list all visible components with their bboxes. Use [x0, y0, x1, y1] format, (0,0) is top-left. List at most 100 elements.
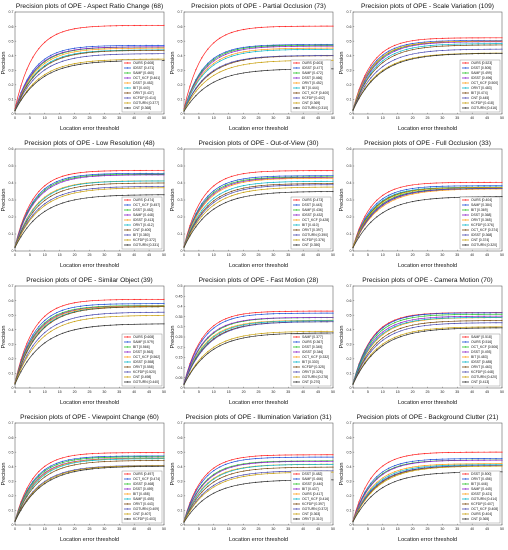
- legend-entry: GOTURN [0.278]: [302, 375, 328, 379]
- x-tick-label: 30: [271, 390, 275, 394]
- series-point: [68, 64, 70, 66]
- series-point: [296, 184, 298, 186]
- series-point: [32, 220, 34, 222]
- series-point: [296, 332, 298, 335]
- legend-entry: IDSST [0.468]: [133, 482, 154, 486]
- series-point: [471, 451, 473, 453]
- series-point: [501, 451, 503, 453]
- series-point: [272, 185, 274, 187]
- series-line: [183, 319, 334, 385]
- series-point: [429, 464, 432, 466]
- series-point: [157, 58, 159, 60]
- series-point: [225, 63, 227, 65]
- series-point: [219, 200, 221, 202]
- series-point: [127, 323, 129, 326]
- series-point: [441, 41, 443, 43]
- series-point: [447, 451, 449, 454]
- series-point: [477, 40, 479, 42]
- series-point: [213, 197, 215, 199]
- series-point: [489, 457, 491, 460]
- series-point: [352, 521, 354, 523]
- series-point: [441, 182, 443, 184]
- series-point: [296, 25, 298, 27]
- series-point: [97, 47, 100, 49]
- series-line: [183, 170, 333, 247]
- series-point: [406, 322, 408, 324]
- series-point: [85, 175, 88, 177]
- series-point: [376, 59, 378, 62]
- legend-entry: CNT [0.413]: [471, 380, 489, 384]
- series-point: [320, 316, 322, 319]
- series-point: [50, 70, 52, 72]
- series-point: [62, 31, 64, 33]
- series-point: [400, 471, 402, 474]
- series-point: [394, 50, 396, 52]
- series-point: [151, 44, 153, 46]
- series-point: [382, 327, 384, 329]
- series-point: [388, 483, 390, 485]
- series-point: [56, 52, 58, 54]
- series-point: [394, 197, 396, 200]
- series-point: [26, 494, 28, 496]
- series-point: [50, 199, 52, 201]
- series-point: [97, 61, 100, 63]
- series-point: [326, 316, 328, 319]
- series-point: [207, 202, 209, 205]
- series-point: [495, 40, 497, 42]
- x-tick-label: 20: [73, 390, 77, 394]
- series-point: [121, 452, 123, 454]
- series-point: [50, 317, 52, 319]
- series-point: [139, 306, 141, 308]
- legend-marker: [126, 366, 129, 368]
- y-tick-label: 0.1: [347, 98, 352, 102]
- series-point: [429, 466, 432, 468]
- series-point: [260, 182, 263, 184]
- series-point: [56, 459, 58, 461]
- legend-marker: [126, 102, 129, 104]
- legend-entry: KCFDP [0.376]: [302, 238, 325, 242]
- series-point: [465, 463, 467, 465]
- series-point: [332, 186, 334, 188]
- x-tick-label: 15: [396, 253, 400, 257]
- series-point: [495, 464, 497, 466]
- series-point: [56, 183, 58, 185]
- series-point: [406, 45, 408, 47]
- series-point: [157, 303, 159, 305]
- series-line: [14, 47, 165, 111]
- series-point: [248, 312, 251, 314]
- series-point: [376, 491, 378, 493]
- series-point: [453, 188, 455, 190]
- series-point: [376, 202, 378, 205]
- x-tick-label: 0: [183, 116, 185, 120]
- legend-entry: OURS [0.417]: [302, 492, 323, 496]
- series-point: [213, 60, 215, 62]
- series-point: [388, 194, 390, 196]
- series-point: [201, 350, 203, 352]
- series-point: [376, 336, 378, 338]
- legend-marker: [126, 488, 129, 490]
- legend-entry: BIT [0.474]: [471, 91, 488, 95]
- series-point: [20, 85, 22, 87]
- series-point: [501, 471, 503, 473]
- series-line: [183, 25, 334, 109]
- series-point: [459, 181, 461, 184]
- series-point: [38, 475, 40, 477]
- series-point: [266, 467, 269, 470]
- x-tick-label: 40: [301, 116, 305, 120]
- series-point: [231, 50, 233, 52]
- series-point: [358, 91, 360, 93]
- series-point: [453, 312, 455, 314]
- series-point: [157, 455, 159, 457]
- series-point: [435, 323, 438, 326]
- series-point: [320, 54, 322, 57]
- series-point: [91, 459, 94, 462]
- legend-entry: SAMF [0.518]: [471, 335, 492, 339]
- legend-marker: [464, 229, 467, 231]
- series-point: [225, 328, 227, 330]
- series-point: [284, 317, 286, 319]
- series-point: [163, 182, 165, 184]
- series-point: [157, 451, 159, 454]
- legend-marker: [126, 219, 129, 221]
- legend-marker: [464, 371, 467, 373]
- series-line: [14, 456, 164, 522]
